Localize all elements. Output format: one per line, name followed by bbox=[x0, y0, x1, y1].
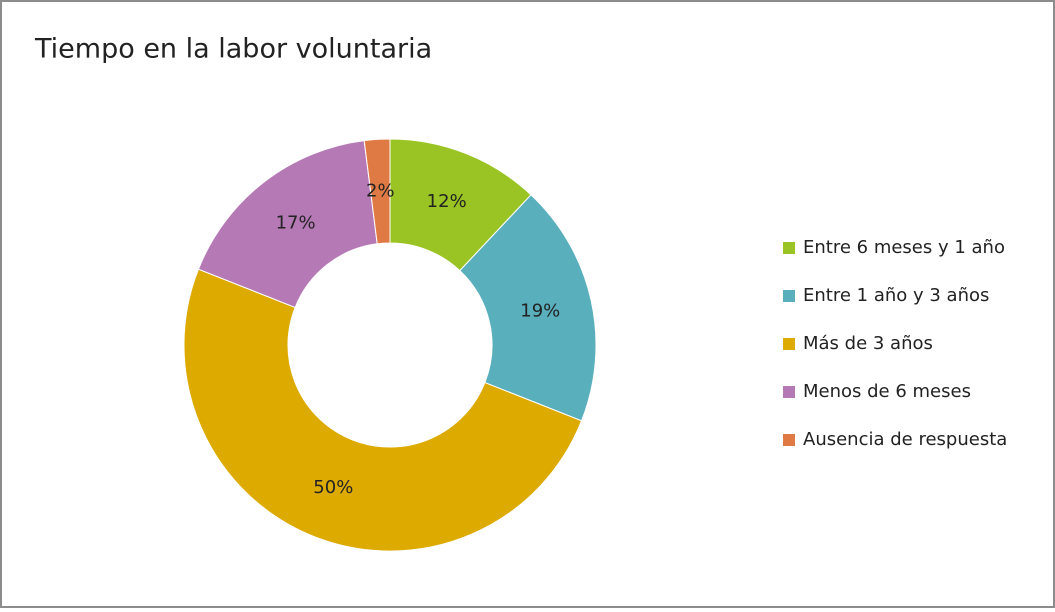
legend-label: Entre 1 año y 3 años bbox=[803, 285, 989, 306]
data-label: 50% bbox=[313, 477, 353, 498]
donut-slice bbox=[197, 140, 378, 309]
data-label: 17% bbox=[276, 212, 316, 233]
donut-slice bbox=[183, 268, 583, 552]
data-label: 2% bbox=[366, 180, 395, 201]
legend-swatch bbox=[783, 434, 795, 446]
chart-title: Tiempo en la labor voluntaria bbox=[34, 34, 432, 65]
legend-label: Más de 3 años bbox=[803, 333, 933, 354]
legend-label: Entre 6 meses y 1 año bbox=[803, 237, 1005, 258]
data-label: 12% bbox=[427, 191, 467, 212]
legend-swatch bbox=[783, 386, 795, 398]
legend-swatch bbox=[783, 242, 795, 254]
legend-label: Ausencia de respuesta bbox=[803, 429, 1007, 450]
legend-label: Menos de 6 meses bbox=[803, 381, 971, 402]
donut-slice bbox=[459, 194, 597, 422]
data-label: 19% bbox=[520, 300, 560, 321]
legend-swatch bbox=[783, 338, 795, 350]
donut-slice bbox=[363, 138, 391, 245]
legend-swatch bbox=[783, 290, 795, 302]
